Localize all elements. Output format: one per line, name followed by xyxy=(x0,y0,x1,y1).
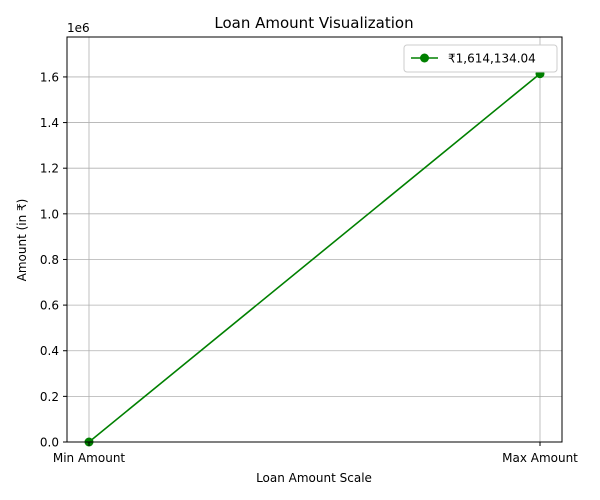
grid-lines xyxy=(67,37,562,443)
y-tick-label: 1.0 xyxy=(40,207,59,221)
y-tick-label: 1.2 xyxy=(40,162,59,176)
legend-box xyxy=(403,44,558,73)
y-tick-label: 1.6 xyxy=(40,70,59,84)
y-tick-label: 0.0 xyxy=(40,436,59,450)
legend: ₹1,614,134.04 xyxy=(403,44,558,73)
y-tick-label: 0.8 xyxy=(40,253,59,267)
y-scale-label: 1e6 xyxy=(67,21,90,35)
legend-marker-swatch xyxy=(420,53,429,63)
chart-title: Loan Amount Visualization xyxy=(214,14,413,32)
y-tick-label: 0.2 xyxy=(40,390,59,404)
axes-layer: 0.0 0.2 0.4 0.6 0.8 1.0 1.2 1.4 1.6 Min Amount Max… xyxy=(40,36,578,465)
y-tick-label: 0.6 xyxy=(40,299,59,313)
series-layer xyxy=(84,69,545,447)
series-line xyxy=(88,73,541,443)
x-tick-label: Max Amount xyxy=(502,451,578,465)
y-tick-label: 1.4 xyxy=(40,116,59,130)
y-tick-label: 0.4 xyxy=(40,344,59,358)
x-tick-label: Min Amount xyxy=(53,451,126,465)
plot-frame xyxy=(66,36,563,443)
legend-entry-label: ₹1,614,134.04 xyxy=(448,52,536,66)
y-axis-label: Amount (in ₹) xyxy=(15,199,29,282)
x-axis-label: Loan Amount Scale xyxy=(256,471,372,485)
